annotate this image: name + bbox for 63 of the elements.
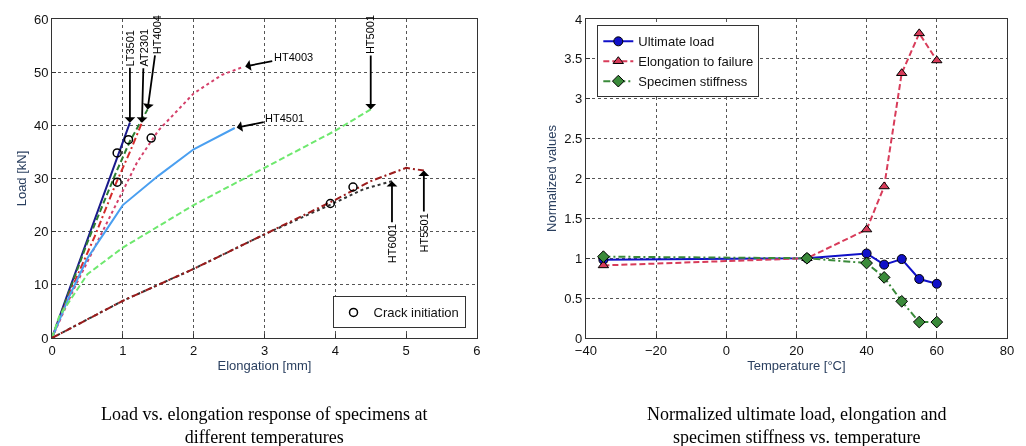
- annotation: HT4003: [274, 51, 314, 63]
- y-tick-label: 20: [33, 224, 49, 240]
- legend-label: Ultimate load: [638, 34, 715, 50]
- point: [931, 278, 942, 289]
- y-tick-label: 30: [33, 171, 49, 187]
- x-tick-label: 1: [119, 342, 127, 358]
- y-tick-label: 10: [33, 277, 49, 293]
- y-tick-label: 1: [575, 250, 583, 266]
- point: [112, 148, 122, 158]
- point: [348, 182, 358, 192]
- point: [123, 134, 134, 145]
- x-axis-title: Temperature [°C]: [747, 358, 846, 374]
- x-tick-label: 40: [859, 342, 874, 358]
- point: [930, 315, 944, 329]
- legend-label: Specimen stiffness: [638, 74, 748, 90]
- annotation: HT5501: [418, 213, 431, 253]
- y-axis-title: Normalized values: [544, 124, 560, 232]
- x-tick-label: −20: [645, 342, 668, 358]
- y-tick-label: 0: [41, 330, 49, 346]
- y-tick-label: 0.5: [564, 290, 583, 306]
- legend-label: Elongation to failure: [638, 54, 754, 70]
- x-tick-label: 6: [473, 342, 481, 358]
- annotation: HT5001: [364, 14, 377, 55]
- x-tick-label: 3: [260, 342, 269, 358]
- y-tick-label: 2.5: [564, 131, 583, 147]
- point: [912, 315, 926, 329]
- annotation: AT2301: [138, 28, 151, 67]
- y-tick-label: 40: [33, 117, 49, 133]
- y-tick-label: 3.5: [564, 51, 583, 67]
- x-tick-label: 2: [190, 342, 198, 358]
- y-tick-label: 60: [33, 11, 49, 27]
- point: [325, 198, 336, 209]
- point: [597, 250, 610, 264]
- annotation: HT4004: [151, 15, 164, 55]
- legend-label: Crack initiation: [373, 305, 459, 321]
- x-tick-label: 80: [999, 342, 1015, 358]
- x-tick-label: 20: [789, 342, 804, 358]
- annotation: HT6001: [385, 224, 398, 264]
- point: [878, 181, 890, 190]
- point: [913, 28, 925, 37]
- y-tick-label: 50: [33, 64, 49, 80]
- x-tick-label: 5: [402, 342, 410, 358]
- x-tick-label: 0: [722, 342, 730, 358]
- point: [146, 133, 156, 143]
- point: [914, 273, 925, 284]
- point: [896, 254, 907, 265]
- x-tick-label: 60: [929, 342, 945, 358]
- point: [895, 294, 909, 308]
- y-axis-title: Load [kN]: [13, 150, 29, 207]
- point: [112, 177, 122, 187]
- point: [860, 256, 873, 270]
- point: [879, 259, 890, 270]
- annotation: HT4501: [265, 112, 305, 124]
- point: [931, 55, 943, 64]
- x-axis-title: Elongation [mm]: [217, 358, 312, 374]
- y-tick-label: 2: [575, 171, 583, 187]
- y-tick-label: 1.5: [564, 210, 583, 226]
- point: [861, 248, 872, 259]
- y-tick-label: 4: [575, 11, 583, 27]
- annotation: LT3501: [124, 30, 137, 67]
- x-tick-label: 4: [331, 342, 339, 358]
- point: [877, 271, 891, 284]
- y-tick-label: 3: [575, 91, 583, 107]
